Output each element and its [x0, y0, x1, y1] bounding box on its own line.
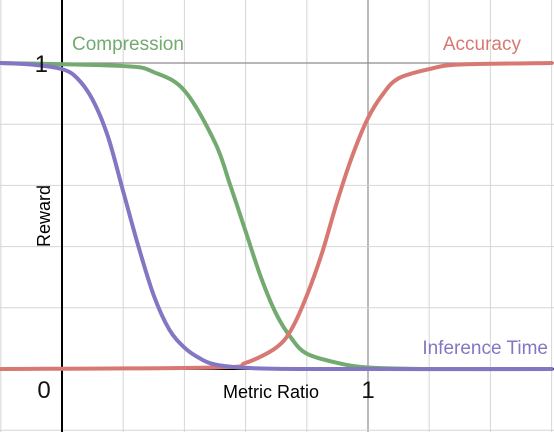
series-label-accuracy: Accuracy — [443, 34, 522, 55]
series: Compression Accuracy Inference Time — [0, 34, 554, 372]
series-label-compression: Compression — [72, 34, 184, 55]
x-tick-label: 0 — [37, 377, 50, 404]
series-label-inference-time: Inference Time — [422, 338, 548, 359]
labels: Metric Ratio Reward — [34, 185, 319, 402]
series-line-inference-time — [0, 61, 554, 372]
y-axis-label: Reward — [34, 185, 54, 247]
x-axis-label: Metric Ratio — [223, 382, 319, 402]
y-tick-label: 1 — [35, 51, 48, 78]
series-line-compression — [0, 61, 554, 372]
series-line-accuracy — [0, 61, 554, 371]
x-tick-label: 1 — [361, 377, 374, 404]
tick-labels: 0 1 1 — [35, 51, 375, 404]
